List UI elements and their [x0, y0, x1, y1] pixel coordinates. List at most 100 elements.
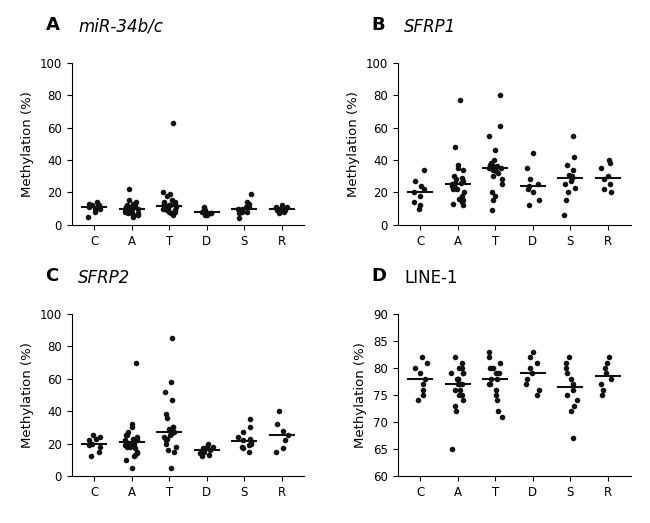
- Point: [162, 413, 172, 422]
- Point: [159, 201, 169, 210]
- Point: [242, 208, 253, 216]
- Point: [490, 146, 501, 154]
- Point: [419, 165, 429, 174]
- Point: [133, 211, 143, 219]
- Point: [417, 385, 428, 394]
- Point: [271, 448, 281, 456]
- Point: [486, 374, 497, 383]
- Point: [280, 204, 290, 213]
- Point: [126, 204, 136, 213]
- Point: [243, 201, 254, 210]
- Point: [560, 363, 571, 372]
- Point: [169, 448, 179, 456]
- Point: [132, 449, 142, 458]
- Point: [525, 175, 535, 184]
- Point: [490, 191, 501, 200]
- Point: [237, 442, 247, 451]
- Point: [199, 208, 209, 216]
- Point: [452, 374, 463, 383]
- Point: [94, 201, 104, 210]
- Point: [83, 212, 93, 221]
- Point: [84, 203, 95, 211]
- Point: [456, 198, 467, 206]
- Point: [133, 204, 143, 213]
- Point: [496, 164, 506, 172]
- Point: [523, 185, 533, 194]
- Point: [533, 180, 543, 188]
- Point: [484, 380, 495, 388]
- Point: [84, 200, 95, 208]
- Point: [94, 448, 105, 456]
- Y-axis label: Methylation (%): Methylation (%): [347, 91, 360, 197]
- Point: [415, 191, 425, 200]
- Point: [604, 180, 615, 188]
- Point: [597, 385, 608, 394]
- Y-axis label: Methylation (%): Methylation (%): [21, 342, 34, 448]
- Point: [413, 396, 423, 404]
- Point: [272, 206, 282, 214]
- Point: [495, 358, 505, 367]
- Point: [170, 203, 181, 211]
- Point: [244, 448, 254, 456]
- Point: [457, 191, 467, 200]
- Point: [132, 436, 142, 445]
- Point: [567, 172, 577, 180]
- Point: [559, 211, 569, 219]
- Point: [458, 369, 468, 378]
- Point: [87, 431, 98, 440]
- Point: [454, 380, 465, 388]
- Point: [202, 442, 212, 451]
- Point: [86, 452, 96, 461]
- Point: [450, 402, 461, 410]
- Point: [169, 428, 179, 436]
- Point: [95, 433, 105, 441]
- Point: [567, 174, 577, 182]
- Point: [197, 208, 207, 216]
- Point: [560, 180, 570, 188]
- Point: [90, 208, 101, 216]
- Point: [170, 200, 180, 208]
- Point: [128, 452, 138, 461]
- Point: [446, 369, 456, 378]
- Point: [562, 391, 573, 399]
- Point: [568, 434, 578, 442]
- Point: [487, 188, 497, 197]
- Point: [158, 204, 168, 213]
- Point: [491, 391, 501, 399]
- Point: [243, 203, 254, 211]
- Point: [166, 464, 176, 472]
- Point: [447, 445, 458, 453]
- Point: [562, 369, 572, 378]
- Point: [163, 204, 174, 213]
- Point: [280, 436, 290, 445]
- Point: [484, 380, 495, 388]
- Point: [458, 396, 468, 404]
- Point: [168, 211, 178, 219]
- Point: [453, 380, 463, 388]
- Point: [422, 358, 432, 367]
- Point: [235, 206, 246, 214]
- Point: [566, 374, 577, 383]
- Point: [454, 195, 465, 203]
- Point: [488, 363, 499, 372]
- Point: [170, 198, 180, 206]
- Point: [521, 164, 532, 172]
- Point: [91, 435, 101, 443]
- Point: [127, 204, 137, 213]
- Point: [605, 188, 616, 197]
- Point: [122, 206, 133, 214]
- Point: [279, 208, 289, 216]
- Point: [244, 200, 254, 208]
- Point: [92, 203, 102, 211]
- Point: [524, 201, 534, 210]
- Point: [202, 211, 213, 219]
- Point: [415, 369, 426, 378]
- Point: [488, 165, 498, 174]
- Point: [561, 358, 571, 367]
- Point: [164, 425, 174, 433]
- Point: [244, 423, 255, 431]
- Point: [596, 164, 606, 172]
- Point: [128, 200, 138, 208]
- Point: [122, 442, 132, 451]
- Point: [242, 198, 252, 206]
